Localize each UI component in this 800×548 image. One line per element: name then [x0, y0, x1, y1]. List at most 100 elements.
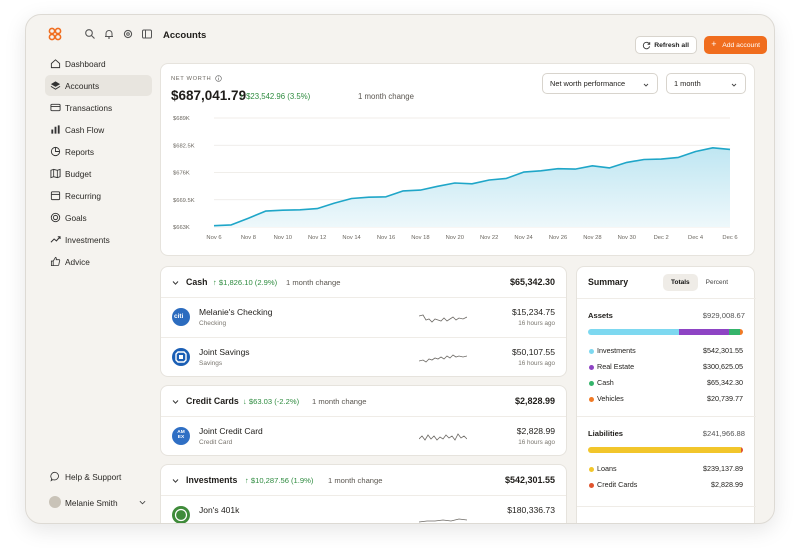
- sidebar-toolbar: [26, 15, 160, 53]
- x-tick-label: Nov 18: [411, 235, 429, 241]
- legend-name: Loans: [597, 464, 617, 473]
- credit-card-icon: [50, 103, 61, 112]
- tab-percent[interactable]: Percent: [705, 279, 729, 286]
- bar-segment: [678, 329, 729, 335]
- info-icon[interactable]: [215, 75, 222, 82]
- x-tick-label: Nov 16: [377, 235, 395, 241]
- net-worth-chart[interactable]: $689K $682.5K $676K $669.5K $663K Nov 6 Nov 8 N…: [161, 109, 754, 255]
- x-tick-label: Nov 10: [274, 235, 292, 241]
- account-balance: $180,336.73: [507, 505, 555, 515]
- x-tick-label: Dec 4: [688, 235, 704, 241]
- sidebar-item-transactions[interactable]: Transactions: [45, 97, 152, 118]
- refresh-icon: [643, 41, 651, 50]
- help-support-link[interactable]: Help & Support: [45, 466, 152, 487]
- logo-text: AM EX: [177, 430, 185, 440]
- account-type: Savings: [199, 360, 223, 367]
- account-balance: $2,828.99: [516, 426, 555, 436]
- fidelity-ring-icon: [174, 508, 188, 522]
- gear-icon[interactable]: [122, 28, 134, 40]
- group-header[interactable]: Cash ↑ $1,826.10 (2.9%) 1 month change $…: [161, 267, 566, 298]
- chevron-down-icon: [172, 400, 179, 404]
- bell-icon[interactable]: [103, 28, 115, 40]
- page-title: Accounts: [163, 29, 207, 41]
- net-worth-line: [213, 146, 731, 227]
- thumbs-up-icon: [50, 256, 61, 267]
- legend-value: $300,625.05: [703, 362, 743, 371]
- search-icon[interactable]: [84, 28, 96, 40]
- assets-label: Assets: [588, 311, 613, 320]
- account-name: Jon's 401k: [199, 505, 240, 515]
- sidebar: Dashboard Accounts Transactions Cash Flo…: [26, 15, 160, 523]
- account-updated: 16 hours ago: [518, 320, 555, 327]
- time-range-value: 1 month: [674, 79, 701, 88]
- group-change-note: 1 month change: [328, 476, 383, 485]
- group-total: $2,828.99: [514, 396, 555, 406]
- account-group-cash: Cash ↑ $1,826.10 (2.9%) 1 month change $…: [160, 266, 567, 377]
- chase-logo-icon: [172, 348, 190, 366]
- group-name: Investments: [186, 475, 238, 485]
- chat-bubble-icon: [50, 471, 59, 482]
- account-row[interactable]: Jon's 401k $180,336.73: [161, 496, 566, 523]
- liabilities-breakdown-bar: [588, 447, 743, 453]
- legend-dot: [589, 381, 594, 386]
- bar-segment: [739, 329, 743, 335]
- legend-name: Investments: [597, 346, 636, 355]
- sidebar-item-goals[interactable]: Goals: [45, 207, 152, 228]
- sparkline: [419, 433, 467, 441]
- legend-value: $542,301.55: [703, 346, 743, 355]
- chart-view-value: Net worth performance: [550, 79, 626, 88]
- account-type: Credit Card: [199, 439, 233, 446]
- summary-title: Summary: [588, 277, 629, 287]
- time-range-select[interactable]: 1 month: [666, 73, 746, 94]
- sidebar-item-label: Recurring: [65, 190, 101, 201]
- account-row[interactable]: Joint Savings Savings $50,107.55 16 hour…: [161, 338, 566, 378]
- legend-dot: [589, 483, 594, 488]
- sidebar-item-reports[interactable]: Reports: [45, 141, 152, 162]
- add-account-label: Add account: [722, 41, 760, 49]
- chevron-down-icon: [731, 83, 737, 87]
- account-row[interactable]: AM EX Joint Credit Card Credit Card $2,8…: [161, 417, 566, 457]
- legend-value: $2,828.99: [711, 480, 743, 489]
- app-logo-icon[interactable]: [48, 27, 62, 41]
- legend-name: Vehicles: [597, 394, 624, 403]
- y-tick-label: $689K: [173, 116, 190, 122]
- account-updated: 16 hours ago: [518, 439, 555, 446]
- group-change: ↑ $10,287.56 (1.9%): [245, 476, 314, 485]
- sidebar-item-investments[interactable]: Investments: [45, 229, 152, 250]
- sidebar-item-label: Reports: [65, 146, 95, 157]
- sidebar-item-label: Accounts: [65, 80, 100, 91]
- account-row[interactable]: citi Melanie's Checking Checking $15,234…: [161, 298, 566, 338]
- user-menu[interactable]: Melanie Smith: [45, 492, 152, 513]
- legend-item-real-estate: Real Estate $300,625.05: [588, 362, 743, 374]
- sidebar-item-recurring[interactable]: Recurring: [45, 185, 152, 206]
- legend-item-vehicles: Vehicles $20,739.77: [588, 394, 743, 406]
- trend-icon: [50, 236, 61, 243]
- account-name: Joint Credit Card: [199, 426, 263, 436]
- account-group-investments: Investments ↑ $10,287.56 (1.9%) 1 month …: [160, 464, 567, 523]
- group-header[interactable]: Credit Cards ↓ $63.03 (-2.2%) 1 month ch…: [161, 386, 566, 417]
- y-tick-label: $669.5K: [173, 198, 195, 204]
- add-account-button[interactable]: + Add account: [704, 36, 767, 54]
- group-header[interactable]: Investments ↑ $10,287.56 (1.9%) 1 month …: [161, 465, 566, 496]
- net-worth-card: NET WORTH $687,041.79 ↑ $23,542.96 (3.5%…: [160, 63, 755, 256]
- sidebar-item-accounts[interactable]: Accounts: [45, 75, 152, 96]
- sidebar-item-dashboard[interactable]: Dashboard: [45, 53, 152, 74]
- chase-octagon-icon: [175, 351, 187, 363]
- sidebar-item-advice[interactable]: Advice: [45, 251, 152, 272]
- x-tick-label: Nov 24: [514, 235, 533, 241]
- liabilities-total: $241,966.88: [702, 429, 745, 438]
- chevron-down-icon: [172, 281, 179, 285]
- sidebar-item-budget[interactable]: Budget: [45, 163, 152, 184]
- sidebar-toggle-icon[interactable]: [141, 28, 153, 40]
- x-tick-label: Dec 6: [722, 235, 737, 241]
- tab-totals[interactable]: Totals: [663, 274, 698, 291]
- refresh-all-button[interactable]: Refresh all: [635, 36, 697, 54]
- chart-view-select[interactable]: Net worth performance: [542, 73, 658, 94]
- chevron-down-icon: [139, 500, 146, 505]
- assets-breakdown-bar: [588, 329, 743, 335]
- sidebar-item-label: Goals: [65, 212, 87, 223]
- sidebar-item-cash-flow[interactable]: Cash Flow: [45, 119, 152, 140]
- sidebar-nav: Dashboard Accounts Transactions Cash Flo…: [26, 53, 160, 272]
- summary-view-toggle: Totals Percent: [663, 274, 736, 291]
- legend-name: Cash: [597, 378, 614, 387]
